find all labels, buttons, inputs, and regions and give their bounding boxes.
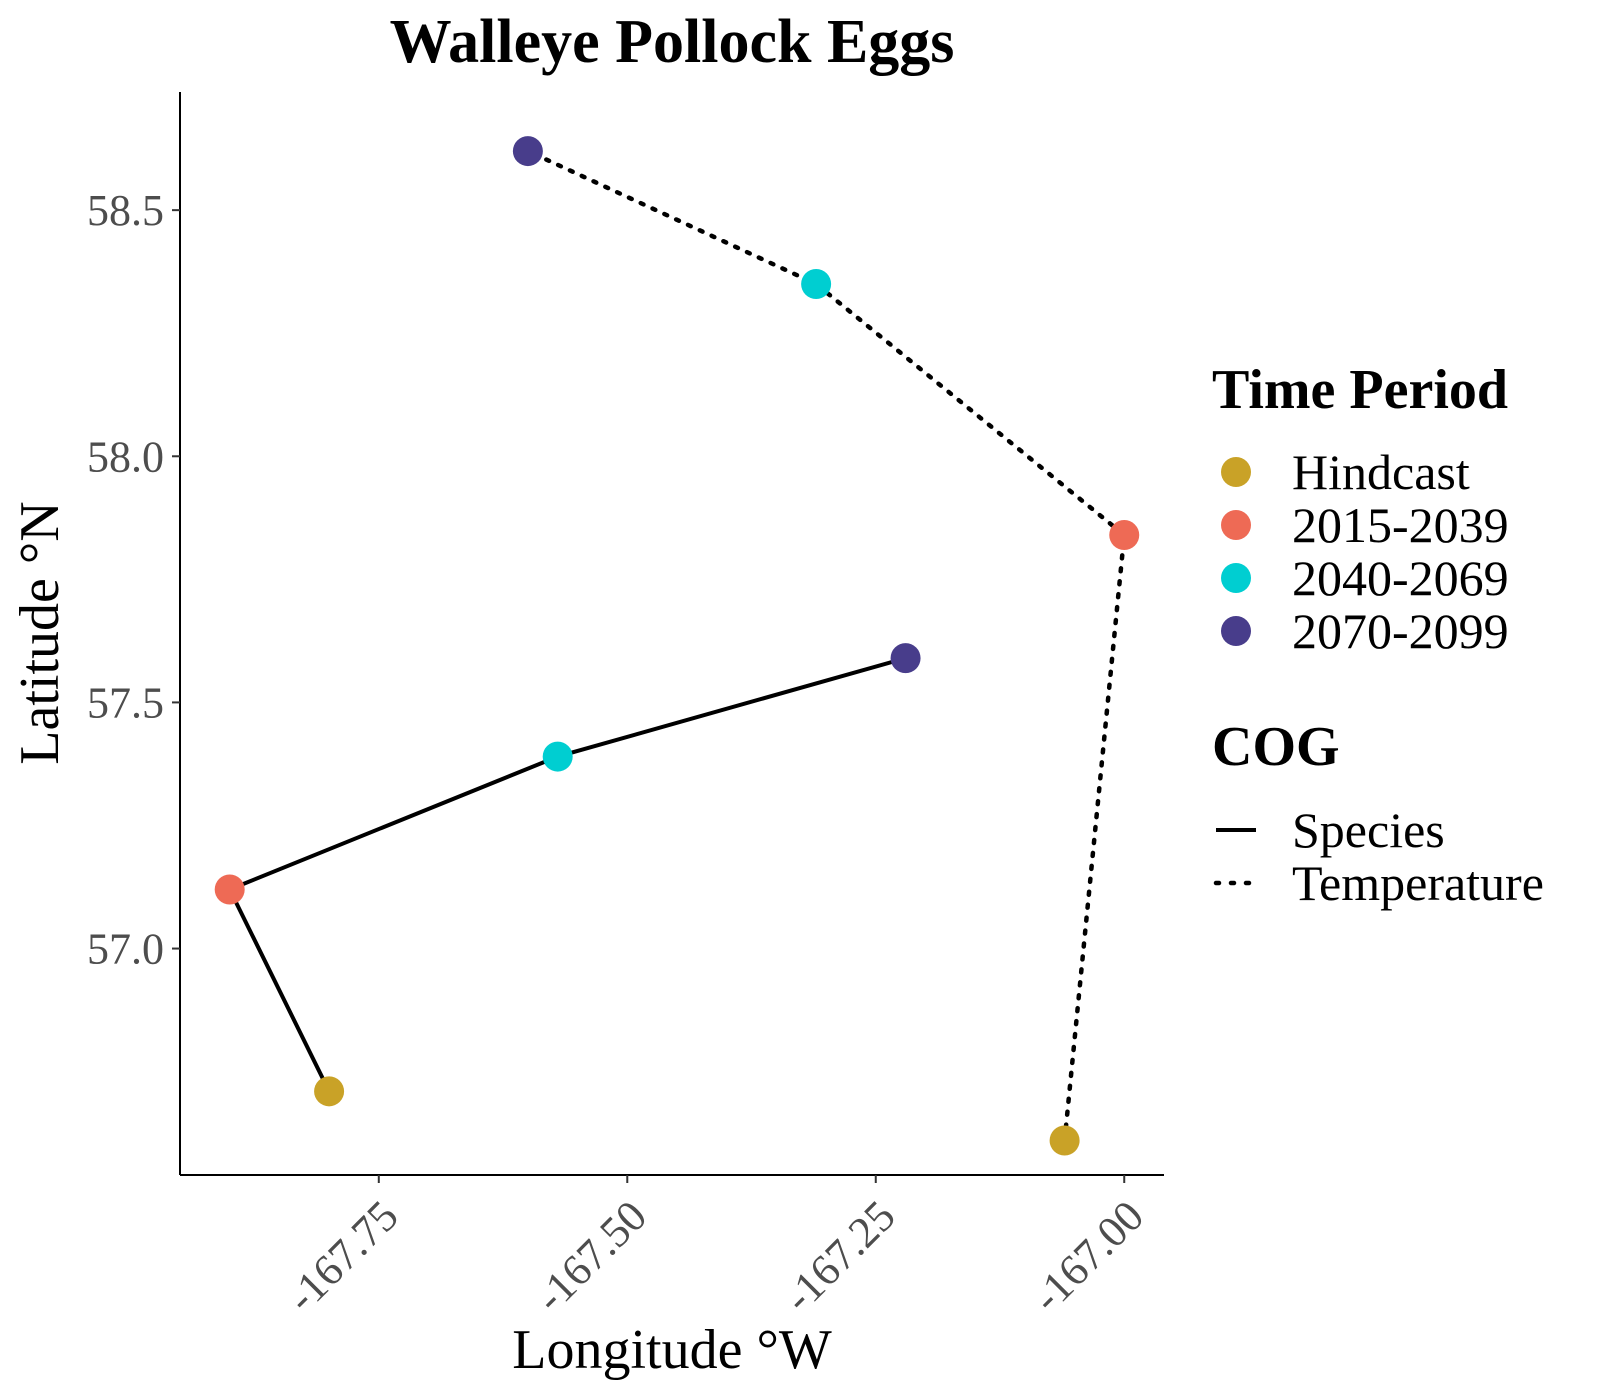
x-tick-label: -167.75 <box>277 1191 408 1322</box>
y-tick-label: 58.5 <box>87 186 164 235</box>
y-tick-label: 57.0 <box>87 925 164 974</box>
point-temperature-2070-2099 <box>512 136 543 167</box>
legend-label: Hindcast <box>1292 444 1470 500</box>
y-tick-label: 58.0 <box>87 432 164 481</box>
legend-title-cog: COG <box>1212 716 1340 778</box>
x-tick-label: -167.25 <box>774 1191 905 1322</box>
legend-label: 2040-2069 <box>1292 550 1509 606</box>
legend-label: 2015-2039 <box>1292 497 1509 553</box>
point-species-2015-2039 <box>214 874 245 905</box>
legend-key-2015-2039 <box>1221 510 1251 540</box>
series-line-temperature <box>525 148 1127 1143</box>
x-tick-label: -167.50 <box>526 1191 657 1322</box>
point-temperature-2040-2069 <box>801 268 832 299</box>
point-temperature-2015-2039 <box>1109 520 1140 551</box>
legend-label: Species <box>1292 802 1445 858</box>
plot-area: 57.0 57.5 58.0 58.5 -167.75 -167.50 -167.25 -16… <box>87 92 1164 1322</box>
point-species-2070-2099 <box>890 643 921 674</box>
legend-title-period: Time Period <box>1212 359 1508 421</box>
point-species-hindcast <box>314 1076 345 1107</box>
x-tick-label: -167.00 <box>1023 1191 1154 1322</box>
series-line-species <box>226 656 907 1093</box>
legend-key-2070-2099 <box>1221 616 1251 646</box>
y-axis-title: Latitude °N <box>9 501 71 764</box>
legend: Time Period Hindcast2015-20392040-2069207… <box>1212 359 1544 911</box>
x-axis-title: Longitude °W <box>512 1319 832 1381</box>
point-temperature-hindcast <box>1049 1125 1080 1156</box>
y-tick-label: 57.5 <box>87 678 164 727</box>
point-species-2040-2069 <box>542 741 573 772</box>
legend-key-hindcast <box>1221 457 1251 487</box>
legend-label: Temperature <box>1292 855 1544 911</box>
legend-key-2040-2069 <box>1221 563 1251 593</box>
chart-title: Walleye Pollock Eggs <box>390 8 955 76</box>
legend-label: 2070-2099 <box>1292 603 1509 659</box>
